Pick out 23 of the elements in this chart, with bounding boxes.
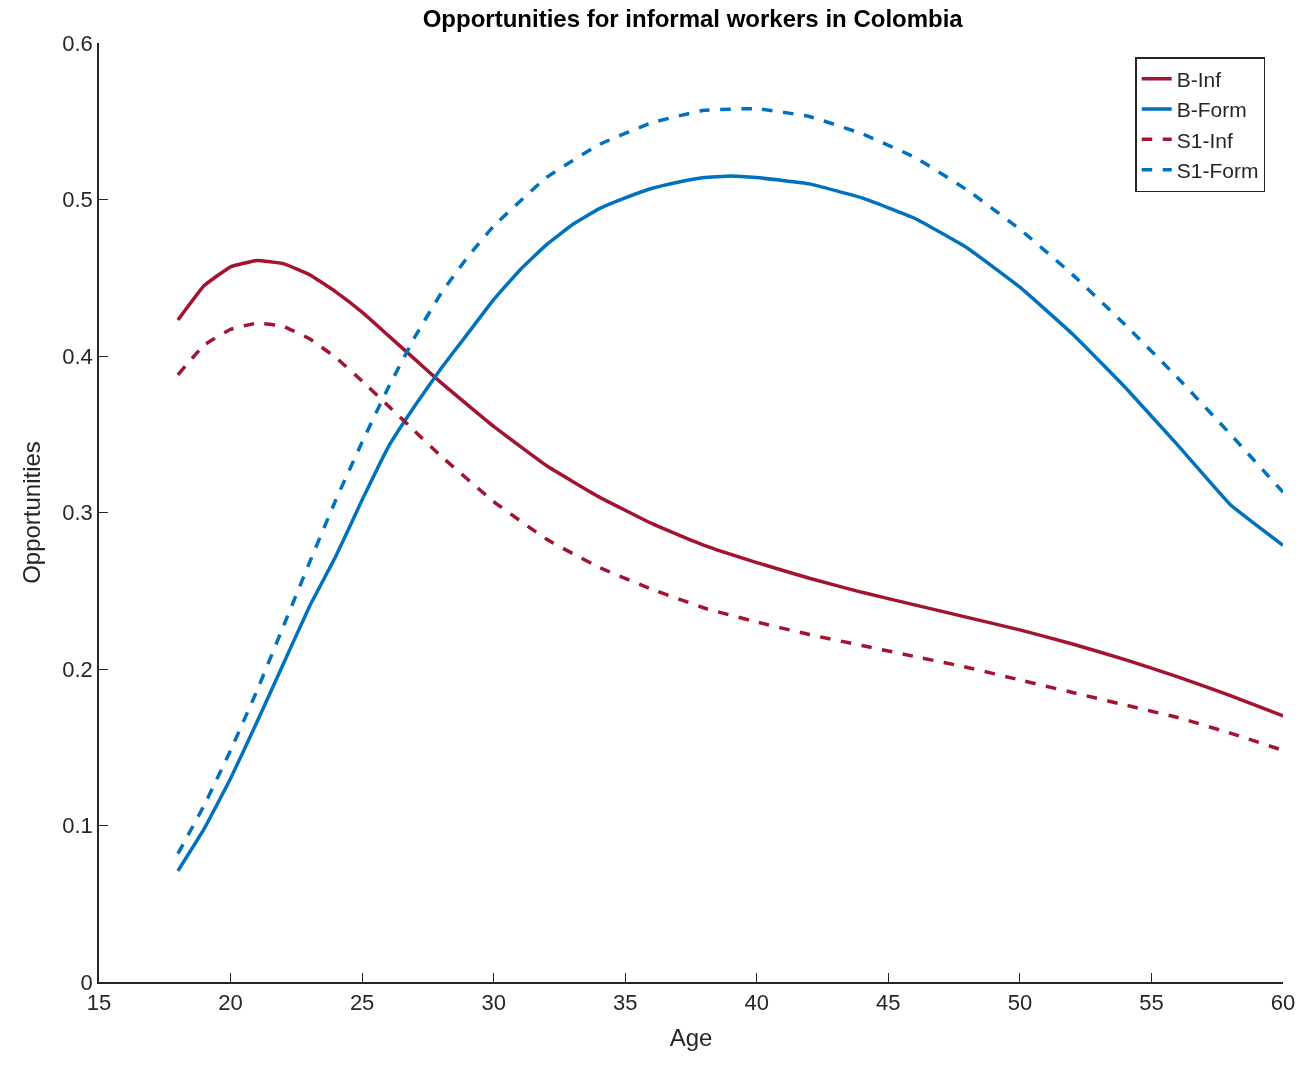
x-axis-title: Age: [669, 1023, 713, 1051]
x-tick-label: 25: [349, 990, 375, 1016]
y-tick-label: 0.1: [62, 813, 93, 839]
y-tick-label: 0.5: [62, 187, 93, 213]
x-tick-label: 45: [876, 990, 901, 1016]
x-tick-label: 55: [1139, 990, 1164, 1016]
y-axis-title: Opportunities: [17, 441, 45, 584]
line-series: [176, 258, 1283, 718]
legend-label: S1-Form: [1176, 158, 1259, 182]
x-tick-label: 20: [218, 990, 243, 1016]
legend-label: B-Form: [1176, 98, 1247, 122]
legend-label: B-Inf: [1176, 67, 1222, 91]
y-tick-label: 0.4: [62, 343, 93, 369]
chart-title: Opportunities for informal workers in Colombia: [422, 5, 964, 33]
x-tick-label: 30: [481, 990, 506, 1016]
y-tick-label: 0.6: [62, 30, 93, 56]
x-tick-label: 50: [1007, 990, 1033, 1016]
x-tick-label: 40: [744, 990, 770, 1016]
legend-label: S1-Inf: [1176, 128, 1233, 152]
x-tick-label: 35: [612, 990, 638, 1016]
y-tick-label: 0.3: [62, 500, 93, 526]
y-tick-label: 0.2: [62, 656, 93, 682]
x-tick-label: 60: [1270, 990, 1296, 1016]
